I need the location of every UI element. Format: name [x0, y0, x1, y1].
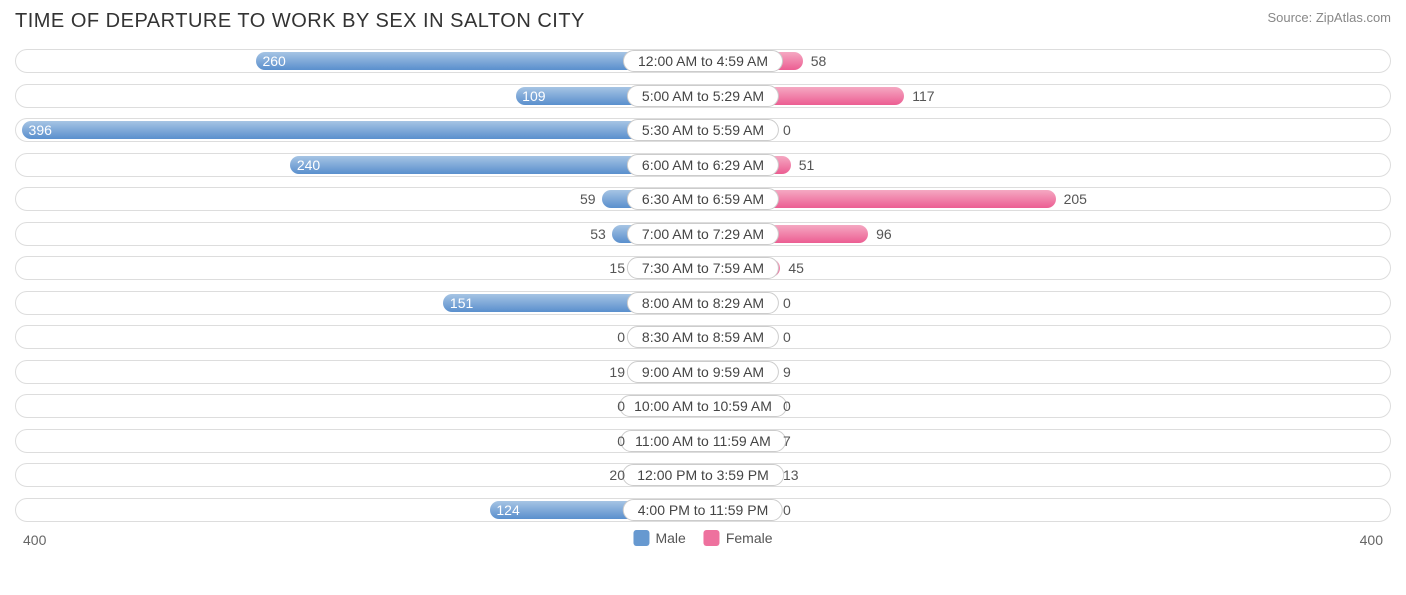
chart-row: 5:30 AM to 5:59 AM 396 0: [15, 114, 1391, 147]
chart-row: 9:00 AM to 9:59 AM19 9: [15, 356, 1391, 389]
male-value: 0: [617, 398, 625, 414]
male-value: 0: [617, 329, 625, 345]
category-label: 5:00 AM to 5:29 AM: [627, 85, 779, 107]
chart-row: 7:00 AM to 7:29 AM 53 96: [15, 218, 1391, 251]
male-value: 260: [262, 53, 285, 69]
category-label: 6:30 AM to 6:59 AM: [627, 188, 779, 210]
chart-row: 6:00 AM to 6:29 AM 240 51: [15, 149, 1391, 182]
chart-row: 8:00 AM to 8:29 AM 151 0: [15, 287, 1391, 320]
legend-female: Female: [704, 530, 773, 546]
category-label: 10:00 AM to 10:59 AM: [619, 395, 787, 417]
male-value: 396: [29, 122, 52, 138]
category-label: 5:30 AM to 5:59 AM: [627, 119, 779, 141]
male-value: 151: [450, 295, 473, 311]
category-label: 11:00 AM to 11:59 AM: [620, 430, 786, 452]
male-swatch-icon: [633, 530, 649, 546]
male-value: 19: [609, 364, 625, 380]
chart-source: Source: ZipAtlas.com: [1267, 10, 1391, 25]
axis-max-left: 400: [23, 532, 46, 548]
category-label: 8:00 AM to 8:29 AM: [627, 292, 779, 314]
category-label: 12:00 AM to 4:59 AM: [623, 50, 783, 72]
category-label: 7:30 AM to 7:59 AM: [627, 257, 779, 279]
chart-row: 8:30 AM to 8:59 AM0 0: [15, 321, 1391, 354]
category-label: 9:00 AM to 9:59 AM: [627, 361, 779, 383]
chart-footer: 400 Male Female 400: [15, 530, 1391, 558]
chart-row: 11:00 AM to 11:59 AM0 7: [15, 425, 1391, 458]
category-label: 6:00 AM to 6:29 AM: [627, 154, 779, 176]
male-value: 124: [496, 502, 519, 518]
female-swatch-icon: [704, 530, 720, 546]
category-label: 7:00 AM to 7:29 AM: [627, 223, 779, 245]
chart-row: 12:00 AM to 4:59 AM 260 58: [15, 45, 1391, 78]
chart-row: 6:30 AM to 6:59 AM 59 205: [15, 183, 1391, 216]
female-value: 0: [783, 398, 791, 414]
female-value: 9: [783, 364, 791, 380]
legend: Male Female: [633, 530, 772, 546]
male-bar: [22, 121, 703, 139]
female-value: 117: [912, 88, 934, 104]
chart-row: 5:00 AM to 5:29 AM 109 117: [15, 80, 1391, 113]
female-value: 0: [783, 295, 791, 311]
legend-male: Male: [633, 530, 685, 546]
category-label: 4:00 PM to 11:59 PM: [623, 499, 783, 521]
female-value: 13: [783, 467, 799, 483]
female-value: 7: [783, 433, 791, 449]
male-value: 240: [297, 157, 320, 173]
category-label: 8:30 AM to 8:59 AM: [627, 326, 779, 348]
chart-row: 7:30 AM to 7:59 AM15 45: [15, 252, 1391, 285]
female-value: 51: [799, 157, 815, 173]
female-value: 96: [876, 226, 892, 242]
male-value: 15: [609, 260, 625, 276]
female-value: 0: [783, 329, 791, 345]
chart-row: 10:00 AM to 10:59 AM0 0: [15, 390, 1391, 423]
female-value: 58: [811, 53, 827, 69]
chart-row: 4:00 PM to 11:59 PM 124 0: [15, 494, 1391, 527]
category-label: 12:00 PM to 3:59 PM: [622, 464, 784, 486]
chart-row: 12:00 PM to 3:59 PM20 13: [15, 459, 1391, 492]
male-value: 53: [590, 226, 606, 242]
male-value: 0: [617, 433, 625, 449]
male-value: 109: [522, 88, 545, 104]
axis-max-right: 400: [1360, 532, 1383, 548]
female-value: 0: [783, 122, 791, 138]
male-value: 59: [580, 191, 596, 207]
female-value: 205: [1064, 191, 1087, 207]
female-value: 45: [788, 260, 804, 276]
legend-female-label: Female: [726, 530, 773, 546]
chart-title: TIME OF DEPARTURE TO WORK BY SEX IN SALT…: [15, 10, 585, 33]
chart-header: TIME OF DEPARTURE TO WORK BY SEX IN SALT…: [15, 10, 1391, 33]
female-value: 0: [783, 502, 791, 518]
legend-male-label: Male: [655, 530, 685, 546]
male-value: 20: [609, 467, 625, 483]
diverging-bar-chart: 12:00 AM to 4:59 AM 260 58 5:00 AM to 5:29 …: [15, 45, 1391, 526]
